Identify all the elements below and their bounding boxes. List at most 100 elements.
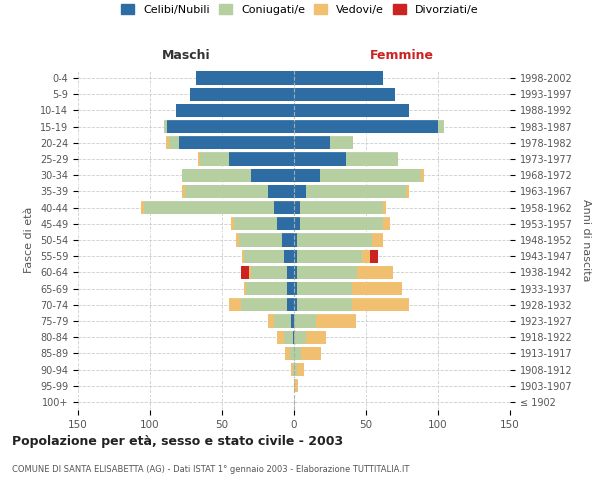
Bar (370, 250, 377, 263)
Bar (294, 234, 297, 246)
Bar (274, 201, 294, 214)
Bar (274, 314, 291, 328)
Bar (330, 136, 353, 149)
Bar (200, 152, 229, 166)
Bar (293, 363, 294, 376)
Bar (346, 152, 398, 166)
Bar (358, 266, 394, 279)
Bar (197, 152, 200, 166)
Bar (294, 330, 305, 344)
Bar (236, 234, 239, 246)
Y-axis label: Fasce di età: Fasce di età (25, 207, 34, 273)
Bar (294, 72, 383, 85)
Bar (301, 346, 322, 360)
Bar (294, 298, 297, 312)
Bar (383, 201, 386, 214)
Text: Femmine: Femmine (370, 50, 434, 62)
Bar (179, 136, 294, 149)
Bar (294, 250, 297, 263)
Text: Popolazione per età, sesso e stato civile - 2003: Popolazione per età, sesso e stato civil… (12, 435, 343, 448)
Bar (164, 120, 167, 134)
Bar (284, 330, 293, 344)
Bar (297, 298, 352, 312)
Bar (294, 363, 297, 376)
Bar (297, 234, 372, 246)
Bar (182, 185, 185, 198)
Bar (241, 266, 250, 279)
Bar (316, 314, 356, 328)
Bar (294, 168, 320, 182)
Bar (167, 120, 294, 134)
Bar (247, 282, 287, 295)
Bar (251, 168, 294, 182)
Bar (169, 136, 179, 149)
Bar (185, 185, 268, 198)
Bar (294, 346, 301, 360)
Bar (294, 88, 395, 101)
Bar (293, 330, 294, 344)
Bar (251, 266, 287, 279)
Bar (239, 234, 283, 246)
Bar (244, 250, 284, 263)
Bar (230, 217, 233, 230)
Bar (352, 282, 402, 295)
Bar (287, 298, 294, 312)
Bar (294, 314, 316, 328)
Bar (290, 346, 294, 360)
Bar (250, 266, 251, 279)
Bar (294, 120, 438, 134)
Bar (305, 330, 326, 344)
Bar (233, 217, 277, 230)
Bar (294, 266, 297, 279)
Bar (291, 363, 293, 376)
Bar (295, 379, 298, 392)
Bar (277, 330, 284, 344)
Bar (372, 234, 383, 246)
Bar (297, 266, 358, 279)
Bar (242, 250, 244, 263)
Bar (297, 282, 352, 295)
Bar (268, 314, 274, 328)
Bar (244, 282, 247, 295)
Bar (286, 346, 290, 360)
Bar (287, 266, 294, 279)
Bar (287, 282, 294, 295)
Bar (291, 314, 294, 328)
Bar (144, 201, 274, 214)
Bar (305, 185, 406, 198)
Bar (268, 185, 294, 198)
Bar (362, 250, 370, 263)
Bar (294, 185, 305, 198)
Bar (182, 168, 251, 182)
Bar (297, 250, 362, 263)
Legend: Celibi/Nubili, Coniugati/e, Vedovi/e, Divorziati/e: Celibi/Nubili, Coniugati/e, Vedovi/e, Di… (117, 0, 483, 20)
Bar (277, 217, 294, 230)
Text: COMUNE DI SANTA ELISABETTA (AG) - Dati ISTAT 1° gennaio 2003 - Elaborazione TUTT: COMUNE DI SANTA ELISABETTA (AG) - Dati I… (12, 465, 409, 474)
Bar (294, 136, 330, 149)
Bar (196, 72, 294, 85)
Bar (241, 298, 287, 312)
Bar (294, 282, 297, 295)
Bar (283, 234, 294, 246)
Bar (383, 217, 391, 230)
Bar (229, 152, 294, 166)
Bar (294, 379, 295, 392)
Bar (320, 168, 421, 182)
Bar (421, 168, 424, 182)
Bar (176, 104, 294, 117)
Bar (294, 152, 346, 166)
Bar (284, 250, 294, 263)
Bar (294, 201, 300, 214)
Bar (352, 298, 409, 312)
Bar (438, 120, 444, 134)
Bar (294, 104, 409, 117)
Bar (300, 217, 383, 230)
Bar (190, 88, 294, 101)
Bar (166, 136, 169, 149)
Text: Maschi: Maschi (161, 50, 211, 62)
Bar (297, 363, 304, 376)
Bar (300, 201, 383, 214)
Y-axis label: Anni di nascita: Anni di nascita (581, 198, 591, 281)
Bar (294, 217, 300, 230)
Bar (142, 201, 144, 214)
